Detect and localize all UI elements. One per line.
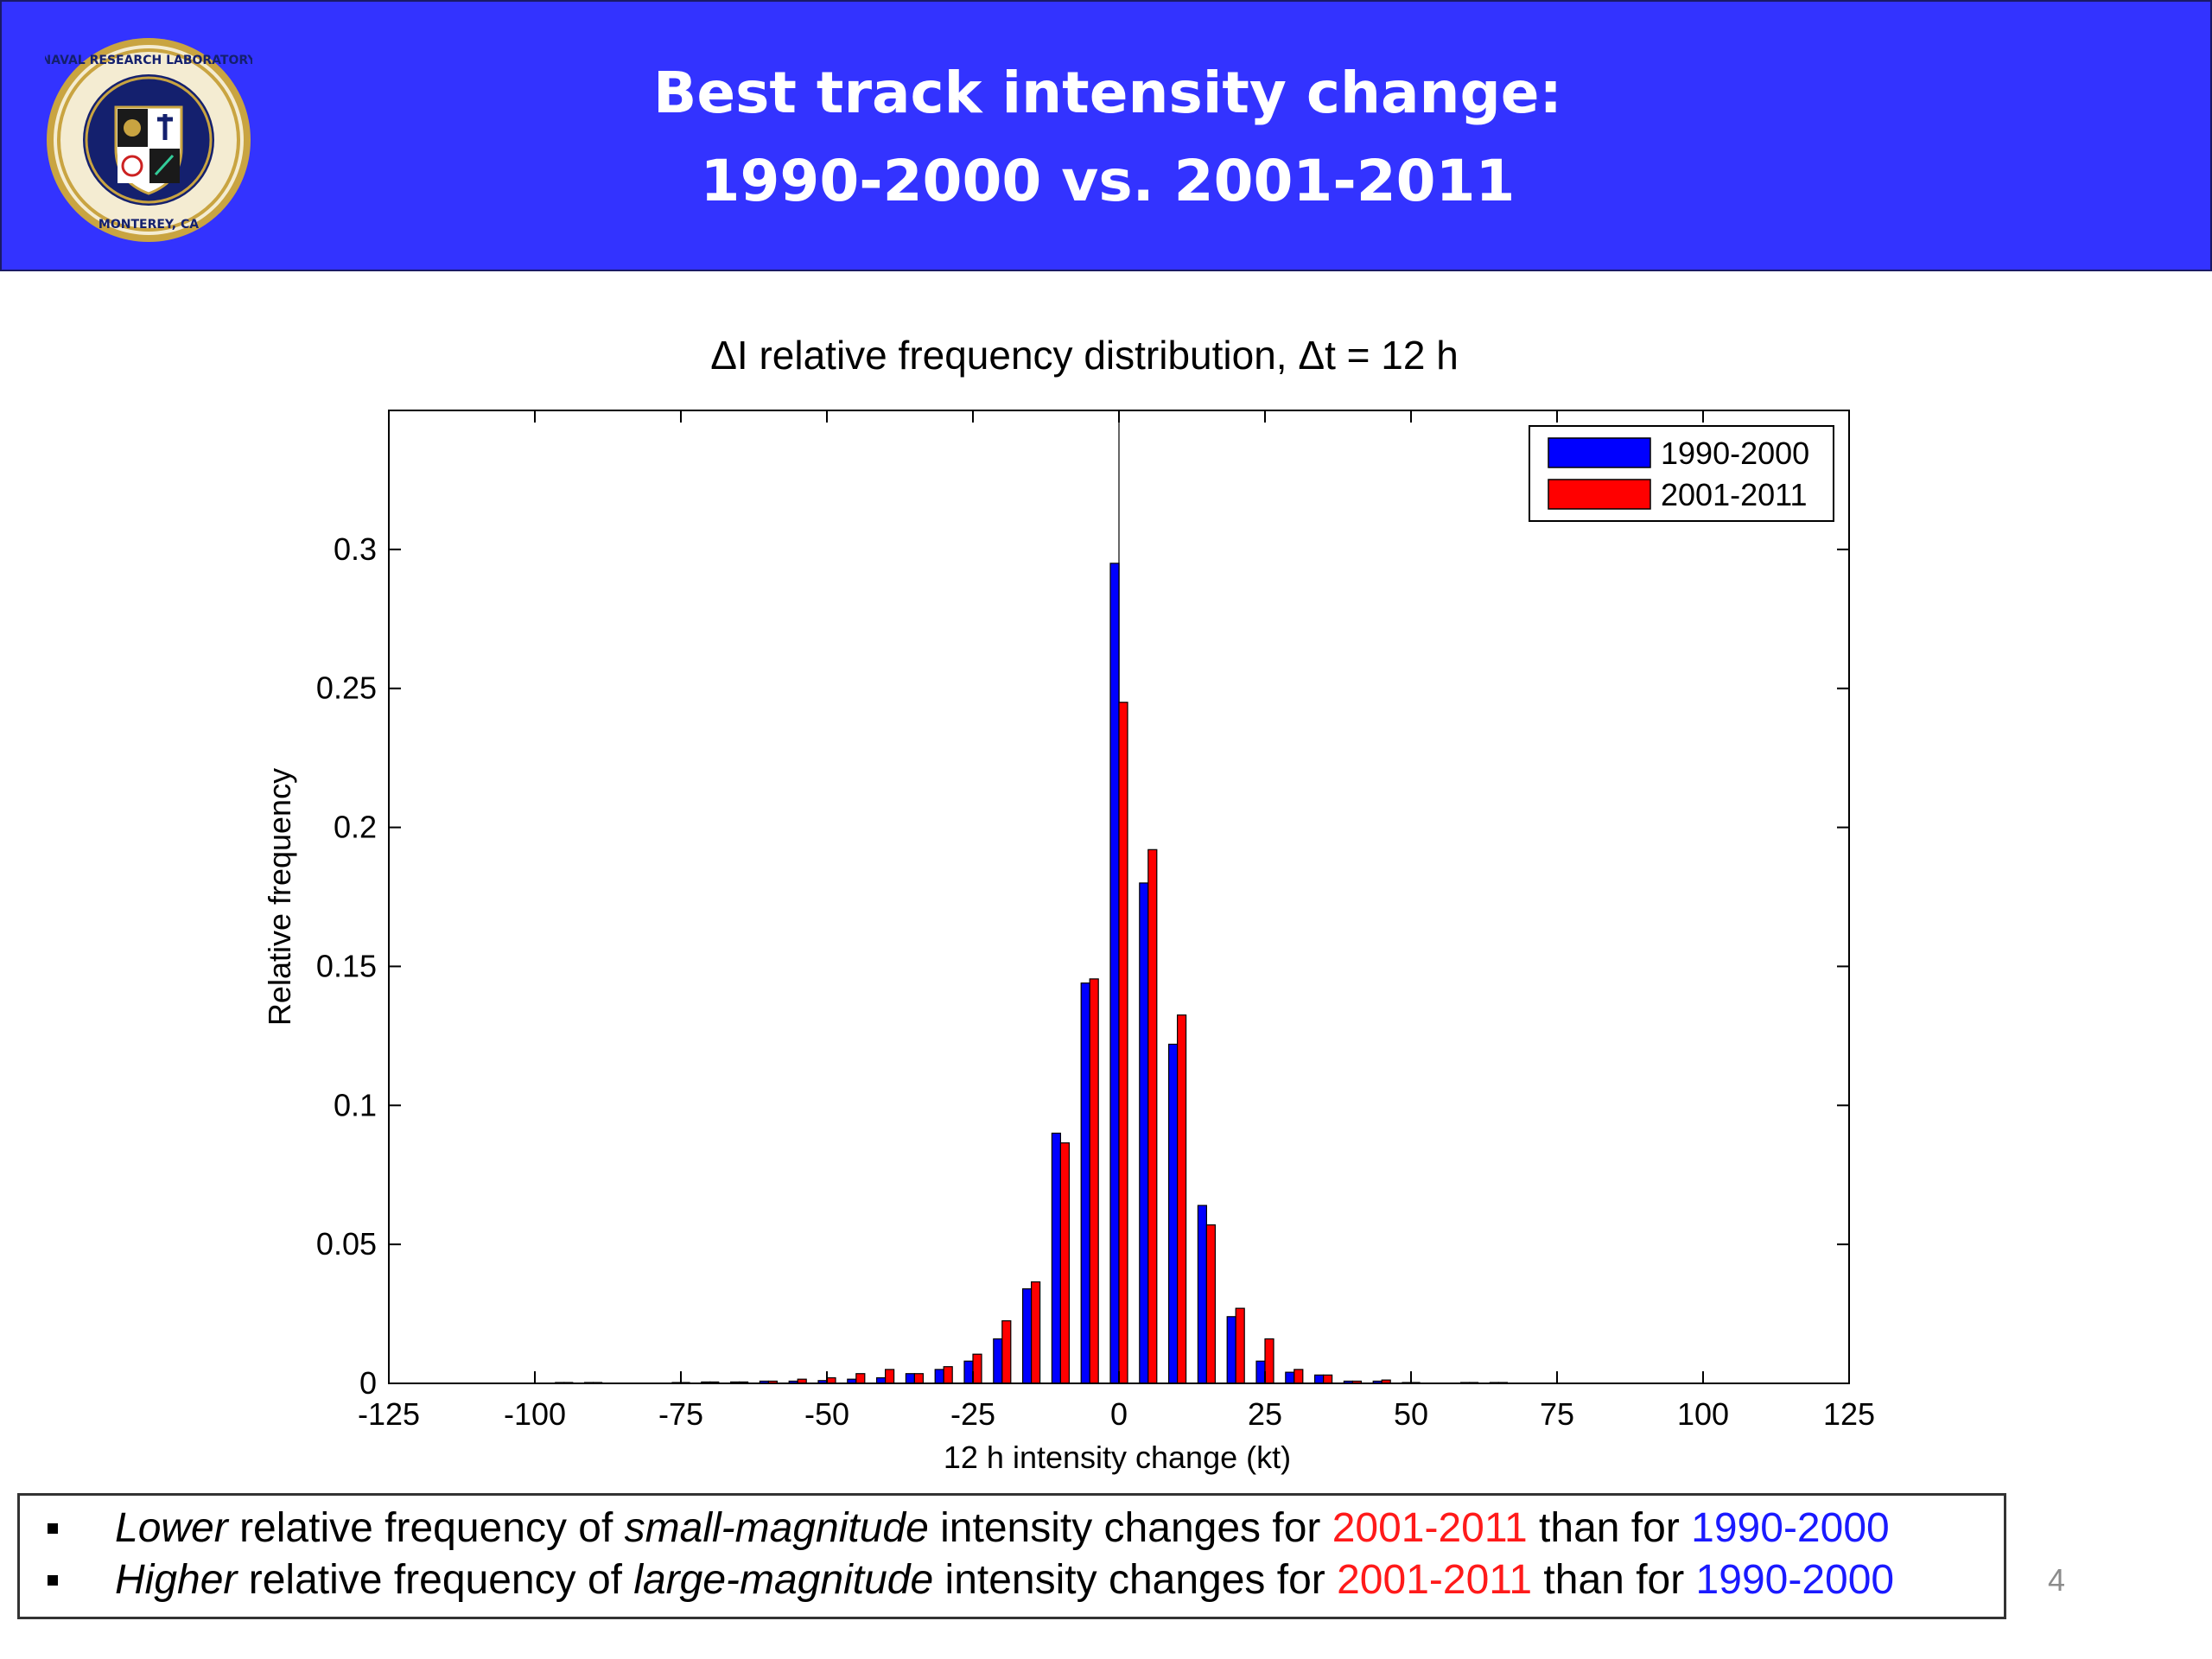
- x-tick-label: 25: [1248, 1396, 1282, 1432]
- x-tick-label: 100: [1677, 1396, 1729, 1432]
- bar-1990-2000-0: [1109, 563, 1120, 1384]
- bullet-period-1990: 1990-2000: [1691, 1505, 1890, 1551]
- bar-1990-2000-15: [1197, 1205, 1208, 1384]
- bar-1990-2000-25: [1255, 1360, 1266, 1384]
- bullet-text-3: than for: [1527, 1505, 1692, 1551]
- chart-title: ΔI relative frequency distribution, Δt =…: [710, 333, 1459, 378]
- x-tick-label: -100: [504, 1396, 566, 1432]
- bullet-period-2001: 2001-2011: [1337, 1557, 1533, 1603]
- slide-title: Best track intensity change: 1990-2000 v…: [330, 49, 1885, 226]
- bullet-emphasis-2: large-magnitude: [633, 1557, 934, 1603]
- bar-1990-2000--10: [1051, 1132, 1062, 1384]
- nrl-seal-logo: NAVAL RESEARCH LABORATORY MONTEREY, CA: [45, 38, 252, 242]
- bar-2001-2011-15: [1205, 1224, 1217, 1384]
- bullet-text-2: intensity changes for: [933, 1557, 1338, 1603]
- x-tick-label: 0: [1110, 1396, 1128, 1432]
- bar-2001-2011--10: [1059, 1142, 1071, 1384]
- x-tick-label: -50: [804, 1396, 849, 1432]
- bullet-text-2: intensity changes for: [928, 1505, 1332, 1551]
- legend-swatch-2001-2011: [1548, 479, 1651, 510]
- bar-1990-2000--5: [1080, 982, 1090, 1384]
- bar-1990-2000--25: [963, 1360, 974, 1384]
- y-tick-label: 0.1: [334, 1087, 377, 1122]
- svg-text:NAVAL RESEARCH LABORATORY: NAVAL RESEARCH LABORATORY: [45, 54, 252, 67]
- slide-title-line-2: 1990-2000 vs. 2001-2011: [700, 148, 1516, 214]
- bullet-marker: [48, 1575, 58, 1586]
- x-tick-label: -25: [950, 1396, 995, 1432]
- bar-1990-2000-35: [1313, 1374, 1325, 1384]
- y-tick-label: 0.15: [316, 948, 377, 983]
- y-tick-label: 0.2: [334, 810, 377, 845]
- legend-label-2001-2011: 2001-2011: [1661, 477, 1808, 512]
- bar-2001-2011-5: [1147, 849, 1158, 1384]
- bullet-emphasis-2: small-magnitude: [624, 1505, 929, 1551]
- summary-box: Lower relative frequency of small-magnit…: [17, 1493, 2006, 1619]
- header-banner: NAVAL RESEARCH LABORATORY MONTEREY, CA B…: [0, 0, 2212, 271]
- bullet-item: Lower relative frequency of small-magnit…: [20, 1503, 2004, 1554]
- bar-2001-2011--20: [1001, 1320, 1012, 1384]
- y-tick-label: 0.3: [334, 531, 377, 567]
- bar-2001-2011-35: [1322, 1374, 1333, 1384]
- bar-2001-2011--5: [1089, 978, 1099, 1384]
- bar-2001-2011-0: [1118, 702, 1128, 1384]
- bullet-text-3: than for: [1532, 1557, 1696, 1603]
- bar-1990-2000-5: [1139, 882, 1149, 1384]
- bullet-period-2001: 2001-2011: [1332, 1505, 1528, 1551]
- bullet-emphasis: Lower: [115, 1505, 228, 1551]
- bullet-marker: [48, 1523, 58, 1534]
- x-tick-label: 75: [1540, 1396, 1574, 1432]
- y-tick-label: 0: [359, 1365, 377, 1401]
- y-axis-label: Relative frequency: [262, 768, 297, 1026]
- bar-1990-2000--35: [905, 1373, 916, 1384]
- page-number: 4: [2048, 1562, 2066, 1598]
- bar-1990-2000-30: [1285, 1371, 1295, 1384]
- bar-2001-2011--45: [855, 1373, 866, 1384]
- bar-2001-2011--35: [913, 1373, 925, 1384]
- y-tick-label: 0.25: [316, 671, 377, 706]
- bar-2001-2011-25: [1264, 1338, 1274, 1384]
- x-tick-label: -125: [358, 1396, 420, 1432]
- bullet-item: Higher relative frequency of large-magni…: [20, 1554, 2004, 1606]
- bar-2001-2011--25: [972, 1353, 982, 1384]
- bar-1990-2000--15: [1021, 1288, 1033, 1384]
- bullet-emphasis: Higher: [115, 1557, 238, 1603]
- bar-2001-2011-30: [1294, 1369, 1304, 1384]
- x-tick-label: -75: [658, 1396, 703, 1432]
- svg-text:MONTEREY, CA: MONTEREY, CA: [99, 218, 199, 232]
- bar-2001-2011-10: [1176, 1014, 1187, 1384]
- bar-2001-2011--15: [1030, 1281, 1041, 1384]
- x-tick-label: 125: [1823, 1396, 1875, 1432]
- y-tick-label: 0.05: [316, 1226, 377, 1262]
- legend-swatch-1990-2000: [1548, 437, 1651, 468]
- bar-2001-2011-20: [1235, 1307, 1245, 1384]
- bar-2001-2011--30: [943, 1366, 953, 1384]
- x-tick-label: 50: [1394, 1396, 1428, 1432]
- bar-1990-2000-10: [1167, 1043, 1179, 1384]
- slide-title-line-1: Best track intensity change:: [653, 60, 1562, 126]
- bullet-text: relative frequency of: [227, 1505, 625, 1551]
- bar-2001-2011--40: [884, 1369, 895, 1384]
- bar-1990-2000--20: [993, 1338, 1003, 1384]
- bar-1990-2000--30: [934, 1369, 944, 1384]
- bullet-period-1990: 1990-2000: [1695, 1557, 1895, 1603]
- x-axis-label: 12 h intensity change (kt): [944, 1440, 1291, 1475]
- bar-1990-2000-20: [1226, 1316, 1236, 1384]
- legend-label-1990-2000: 1990-2000: [1661, 435, 1809, 471]
- bullet-text: relative frequency of: [237, 1557, 634, 1603]
- legend: 1990-2000 2001-2011: [1529, 425, 1834, 522]
